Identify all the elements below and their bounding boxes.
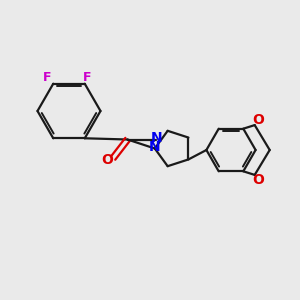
Text: O: O [252,173,264,187]
Text: N: N [151,131,162,145]
Text: F: F [83,70,92,84]
Text: O: O [252,113,264,127]
Text: N: N [148,140,160,154]
Text: F: F [42,70,51,84]
Text: O: O [101,153,113,166]
